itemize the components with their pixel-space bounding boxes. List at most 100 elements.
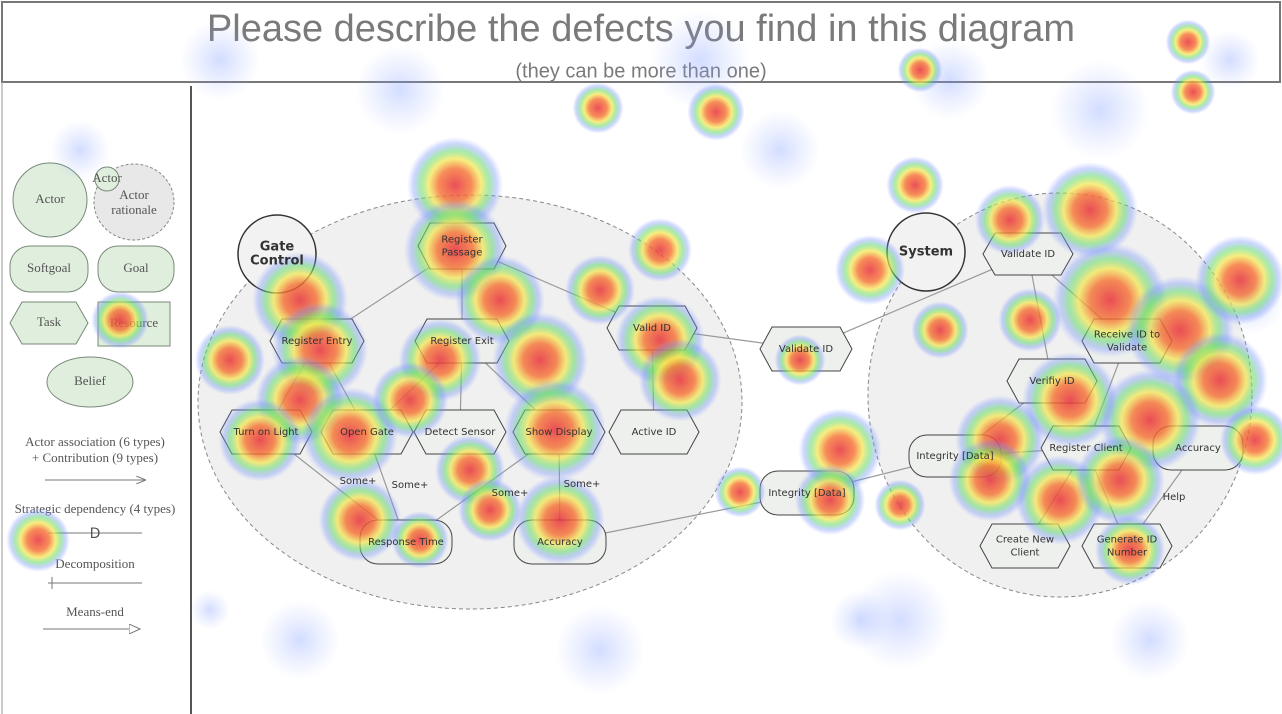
link-label: Some+ xyxy=(564,479,601,490)
node-label: Client xyxy=(1011,548,1040,559)
legend-label: Decomposition xyxy=(55,556,135,571)
node-label: Accuracy xyxy=(1175,443,1221,454)
legend-label: Task xyxy=(37,314,62,329)
heat-blob xyxy=(458,478,522,542)
heat-blob xyxy=(371,361,449,439)
heat-blob xyxy=(830,590,890,650)
legend-actor-small xyxy=(94,166,120,192)
heat-blob xyxy=(628,218,692,282)
node-label: Turn on Light xyxy=(233,427,299,438)
legend-label: Strategic dependency (4 types) xyxy=(15,501,176,516)
legend-label: Goal xyxy=(123,260,149,275)
heat-blob xyxy=(687,83,745,141)
legend-belief xyxy=(46,356,134,408)
link-label: Some+ xyxy=(492,488,529,499)
heat-blob xyxy=(638,338,722,422)
heat-blob xyxy=(911,301,969,359)
node-label: Integrity [Data] xyxy=(768,488,845,499)
heat-blob xyxy=(91,291,149,349)
node-label: Passage xyxy=(442,248,483,259)
node-label: Register Entry xyxy=(282,336,353,347)
heat-blob xyxy=(190,590,230,630)
heat-blob xyxy=(1094,514,1166,586)
node-label: Verifiy ID xyxy=(1029,376,1074,387)
heat-blob xyxy=(874,479,926,531)
legend-label: Actor xyxy=(35,191,65,206)
heat-blob xyxy=(391,511,449,569)
legend-softgoal xyxy=(9,245,89,293)
legend-label: Belief xyxy=(74,373,106,388)
heat-blob xyxy=(1195,235,1282,325)
legend-label: D xyxy=(90,526,101,542)
heatmap xyxy=(6,10,1282,695)
node-label: Register Client xyxy=(1049,443,1122,454)
heat-blob xyxy=(974,184,1046,256)
node-label: Show Display xyxy=(525,427,592,438)
actor-label: Control xyxy=(250,254,304,269)
heat-blob xyxy=(774,334,826,386)
heat-blob xyxy=(515,475,605,565)
node-label: Validate ID xyxy=(779,344,833,355)
node-label: Validate ID xyxy=(1001,249,1055,260)
heat-blob xyxy=(740,110,820,190)
legend-label: Actor xyxy=(92,170,122,185)
heat-blob xyxy=(998,288,1062,352)
heat-blob xyxy=(897,47,943,93)
heat-blob xyxy=(50,120,110,180)
heat-blob xyxy=(1022,352,1118,448)
heat-blob xyxy=(886,156,944,214)
heat-blob xyxy=(834,234,906,306)
node-label: Receive ID to xyxy=(1094,330,1160,341)
heat-blob xyxy=(260,600,340,680)
title: Please describe the defects you find in … xyxy=(207,8,1075,50)
node-label: Integrity [Data] xyxy=(916,451,993,462)
heat-blob xyxy=(1110,600,1190,680)
link-label: Some+ xyxy=(340,476,377,487)
legend-label: Softgoal xyxy=(27,260,71,275)
heat-blob xyxy=(948,438,1032,522)
heat-blob xyxy=(1075,435,1165,525)
legend-goal xyxy=(97,245,175,293)
legend-label: rationale xyxy=(111,202,157,217)
heat-blob xyxy=(355,45,445,135)
heat-blob xyxy=(1042,162,1138,258)
node-label: Register xyxy=(441,235,483,246)
heat-blob xyxy=(318,478,402,562)
legend-task xyxy=(9,301,89,345)
actor-label: System xyxy=(899,245,953,260)
heat-blob xyxy=(572,82,624,134)
legend-label: Actor association (6 types) xyxy=(25,434,165,449)
heat-blob xyxy=(6,508,70,572)
heat-blob xyxy=(714,466,766,518)
node-label: Register Exit xyxy=(430,336,493,347)
heat-blob xyxy=(1165,19,1211,65)
heat-blob xyxy=(1170,69,1216,115)
heat-blob xyxy=(564,254,636,326)
legend-label: Actor xyxy=(119,187,149,202)
legend-actor xyxy=(12,162,88,238)
node-label: Open Gate xyxy=(340,427,394,438)
heat-blob xyxy=(794,464,866,536)
node-label: Active ID xyxy=(632,427,677,438)
node-label: Response Time xyxy=(368,537,444,548)
node-label: Generate ID xyxy=(1097,535,1158,546)
heat-blob xyxy=(555,605,645,695)
heat-blob xyxy=(1050,60,1150,160)
legend-label: + Contribution (9 types) xyxy=(32,450,158,465)
heat-blob xyxy=(503,378,607,482)
heat-blob xyxy=(1200,30,1260,90)
heat-blob xyxy=(194,324,266,396)
link-label: Some+ xyxy=(392,480,429,491)
node-label: Accuracy xyxy=(537,537,583,548)
link-label: Help xyxy=(1163,492,1186,503)
heat-blob xyxy=(1219,404,1282,476)
heat-blob xyxy=(218,398,302,482)
node-label: Detect Sensor xyxy=(425,427,497,438)
legend-label: Means-end xyxy=(66,604,124,619)
heat-blob xyxy=(180,20,260,100)
node-label: Create New xyxy=(996,535,1054,546)
node-label: Validate xyxy=(1107,343,1147,354)
node-label: Valid ID xyxy=(633,323,671,334)
